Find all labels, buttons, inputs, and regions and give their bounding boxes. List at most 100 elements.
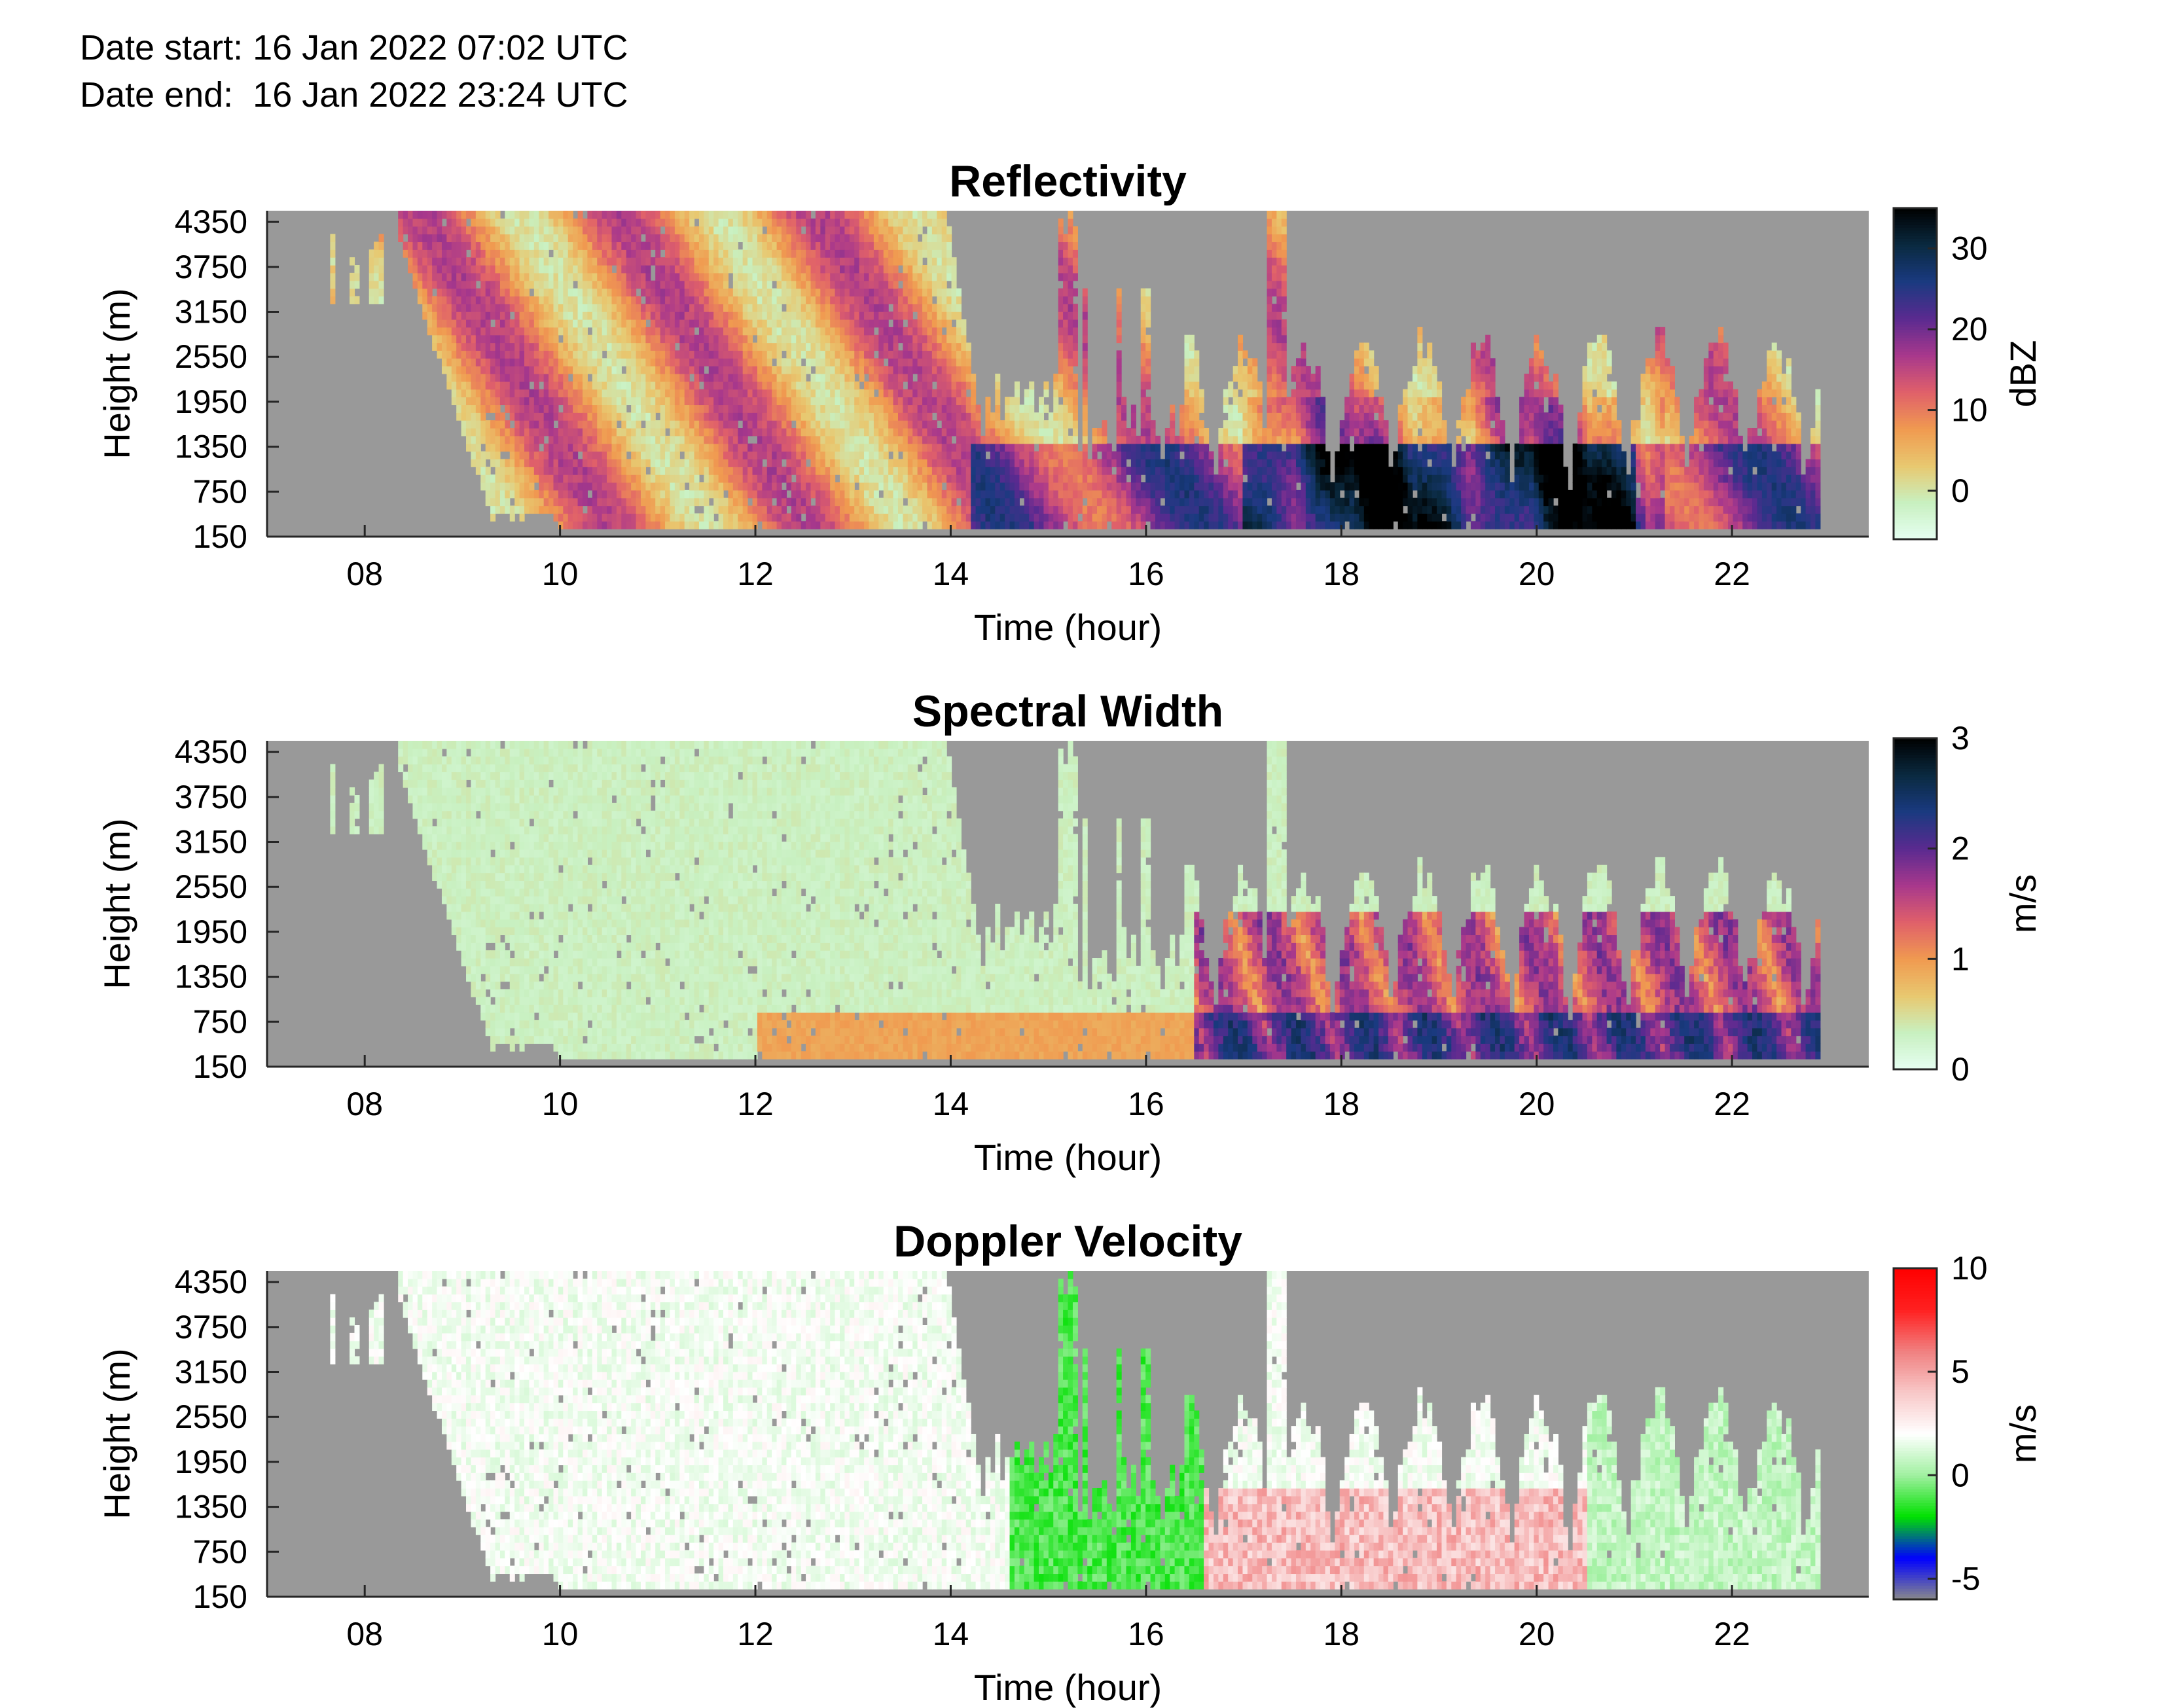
heatmap-cell [486, 374, 491, 382]
heatmap-cell [510, 327, 515, 335]
heatmap-cell [452, 389, 457, 397]
heatmap-cell [480, 335, 486, 343]
heatmap-cell [466, 289, 471, 296]
heatmap-cell [480, 397, 486, 405]
heatmap-cell [553, 257, 558, 265]
heatmap-cell [437, 265, 442, 273]
heatmap-cell [597, 319, 602, 327]
heatmap-cell [524, 374, 530, 382]
heatmap-cell [403, 226, 408, 234]
heatmap-cell [621, 249, 626, 257]
heatmap-cell [422, 304, 427, 311]
heatmap-cell [524, 219, 530, 226]
heatmap-cell [495, 374, 501, 382]
heatmap-cell [524, 428, 530, 436]
heatmap-cell [611, 296, 617, 304]
heatmap-cell [534, 319, 539, 327]
heatmap-cell [573, 404, 578, 412]
heatmap-cell [412, 273, 418, 281]
heatmap-cell [514, 249, 520, 257]
heatmap-cell [568, 397, 573, 405]
heatmap-cell [573, 335, 578, 343]
heatmap-cell [514, 296, 520, 304]
heatmap-cell [587, 521, 592, 529]
heatmap-cell [602, 327, 607, 335]
heatmap-cell [500, 474, 505, 482]
heatmap-cell [514, 211, 520, 219]
heatmap-cell [422, 226, 427, 234]
heatmap-cell [592, 444, 598, 452]
heatmap-cell [568, 389, 573, 397]
heatmap-cell [553, 374, 558, 382]
heatmap-cell [621, 506, 626, 514]
heatmap-cell [476, 389, 481, 397]
heatmap-cell [486, 382, 491, 389]
heatmap-cell [456, 234, 461, 242]
heatmap-cell [422, 311, 427, 319]
heatmap-cell [495, 211, 501, 219]
heatmap-cell [500, 327, 505, 335]
heatmap-cell [480, 289, 486, 296]
heatmap-cell [432, 219, 437, 226]
heatmap-cell [495, 257, 501, 265]
heatmap-cell [587, 289, 592, 296]
heatmap-cell [446, 304, 452, 311]
heatmap-cell [461, 382, 467, 389]
heatmap-cell [514, 265, 520, 273]
heatmap-cell [442, 241, 447, 249]
heatmap-cell [621, 319, 626, 327]
heatmap-cell [597, 327, 602, 335]
heatmap-cell [617, 404, 622, 412]
heatmap-cell [446, 234, 452, 242]
heatmap-cell [607, 482, 612, 490]
heatmap-cell [486, 474, 491, 482]
heatmap-cell [432, 265, 437, 273]
heatmap-cell [476, 289, 481, 296]
heatmap-cell [549, 482, 554, 490]
heatmap-cell [495, 482, 501, 490]
heatmap-cell [524, 304, 530, 311]
heatmap-cell [452, 219, 457, 226]
heatmap-cell [412, 226, 418, 234]
heatmap-cell [500, 358, 505, 366]
heatmap-cell [505, 358, 510, 366]
heatmap-cell [514, 343, 520, 351]
heatmap-cell [611, 397, 617, 405]
heatmap-cell [486, 265, 491, 273]
heatmap-cell [592, 404, 598, 412]
heatmap-cell [597, 452, 602, 459]
heatmap-cell [578, 521, 583, 529]
heatmap-cell [602, 319, 607, 327]
heatmap-cell [437, 319, 442, 327]
heatmap-cell [461, 265, 467, 273]
heatmap-cell [437, 304, 442, 311]
heatmap-cell [611, 420, 617, 428]
heatmap-cell [412, 249, 418, 257]
heatmap-cell [452, 343, 457, 351]
heatmap-cell [461, 389, 467, 397]
heatmap-cell [403, 219, 408, 226]
heatmap-cell [480, 389, 486, 397]
heatmap-cell [374, 296, 379, 304]
heatmap-cell [568, 327, 573, 335]
heatmap-cell [505, 319, 510, 327]
heatmap-cell [529, 327, 534, 335]
heatmap-cell [456, 311, 461, 319]
heatmap-cell [611, 513, 617, 521]
heatmap-cell [568, 211, 573, 219]
heatmap-cell [529, 241, 534, 249]
heatmap-cell [524, 366, 530, 374]
heatmap-cell [617, 382, 622, 389]
heatmap-cell [568, 490, 573, 498]
heatmap-cell [583, 273, 588, 281]
heatmap-cell [597, 490, 602, 498]
heatmap-cell [514, 234, 520, 242]
heatmap-cell [466, 311, 471, 319]
heatmap-cell [510, 226, 515, 234]
heatmap-cell [510, 211, 515, 219]
heatmap-cell [587, 444, 592, 452]
heatmap-cell [452, 382, 457, 389]
heatmap-cell [534, 490, 539, 498]
heatmap-cell [563, 374, 568, 382]
heatmap-cell [617, 343, 622, 351]
